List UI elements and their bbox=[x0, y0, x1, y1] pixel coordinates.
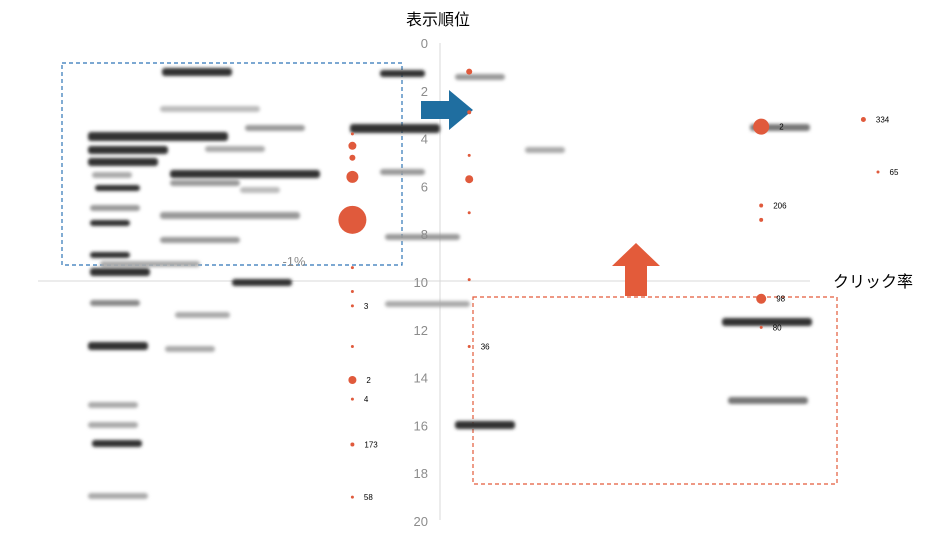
data-point bbox=[467, 211, 471, 215]
data-point bbox=[348, 141, 357, 150]
y-tick-label: 12 bbox=[414, 323, 428, 338]
data-point bbox=[350, 266, 354, 270]
y-tick-labels: 0 2 4 6 8 10 12 14 16 18 20 bbox=[414, 36, 428, 529]
arrow-right-icon bbox=[421, 90, 473, 130]
y-tick-label: 18 bbox=[414, 466, 428, 481]
y-tick-label: 2 bbox=[421, 84, 428, 99]
y-tick-label: 4 bbox=[421, 132, 428, 147]
data-point bbox=[350, 397, 354, 401]
highlight-box-red bbox=[472, 296, 838, 485]
data-point bbox=[350, 442, 355, 447]
x-axis-title: クリック率 bbox=[833, 272, 913, 291]
data-label: 173 bbox=[364, 441, 378, 450]
data-point bbox=[876, 170, 880, 174]
data-point bbox=[759, 203, 764, 208]
x-tick-labels: -1%4%6%8%10% bbox=[282, 254, 306, 269]
data-label: 206 bbox=[773, 202, 787, 211]
data-point bbox=[465, 175, 474, 184]
highlight-box-blue bbox=[61, 62, 403, 266]
data-point bbox=[860, 116, 866, 122]
y-axis-title: 表示順位 bbox=[406, 10, 470, 29]
data-label: 58 bbox=[364, 493, 373, 502]
data-label: 98 bbox=[776, 295, 785, 304]
y-tick-label: 8 bbox=[421, 227, 428, 242]
data-label: 3 bbox=[364, 302, 369, 311]
arrow-up-icon bbox=[612, 243, 660, 296]
data-point bbox=[350, 132, 354, 136]
data-point bbox=[350, 290, 354, 294]
data-point bbox=[753, 118, 770, 135]
y-tick-label: 16 bbox=[414, 418, 428, 433]
data-point bbox=[759, 325, 763, 329]
y-tick-label: 20 bbox=[414, 514, 428, 529]
data-label: 334 bbox=[876, 115, 890, 124]
data-label: 2 bbox=[779, 123, 784, 132]
data-label: 4 bbox=[364, 395, 369, 404]
data-point bbox=[350, 495, 354, 499]
redacted-labels bbox=[88, 68, 812, 499]
data-label: 80 bbox=[773, 323, 782, 332]
y-tick-label: 10 bbox=[414, 275, 428, 290]
x-tick-label: -1% bbox=[282, 254, 306, 269]
data-point bbox=[467, 110, 472, 115]
data-point bbox=[467, 153, 471, 157]
y-tick-label: 0 bbox=[421, 36, 428, 51]
data-point bbox=[350, 345, 354, 349]
y-tick-label: 6 bbox=[421, 179, 428, 194]
data-point bbox=[349, 154, 356, 161]
data-label: 65 bbox=[890, 168, 899, 177]
data-point bbox=[338, 205, 367, 234]
data-point bbox=[759, 217, 764, 222]
data-label: 36 bbox=[481, 343, 490, 352]
data-point bbox=[466, 68, 473, 75]
data-point bbox=[467, 345, 471, 349]
data-point bbox=[350, 304, 354, 308]
data-point bbox=[348, 375, 357, 384]
data-point bbox=[346, 170, 359, 183]
data-point bbox=[467, 278, 471, 282]
data-points: 163281243,491334296652067598129803610482… bbox=[338, 68, 899, 502]
y-tick-label: 14 bbox=[414, 371, 428, 386]
data-label: 2 bbox=[366, 376, 371, 385]
data-point bbox=[756, 293, 767, 304]
